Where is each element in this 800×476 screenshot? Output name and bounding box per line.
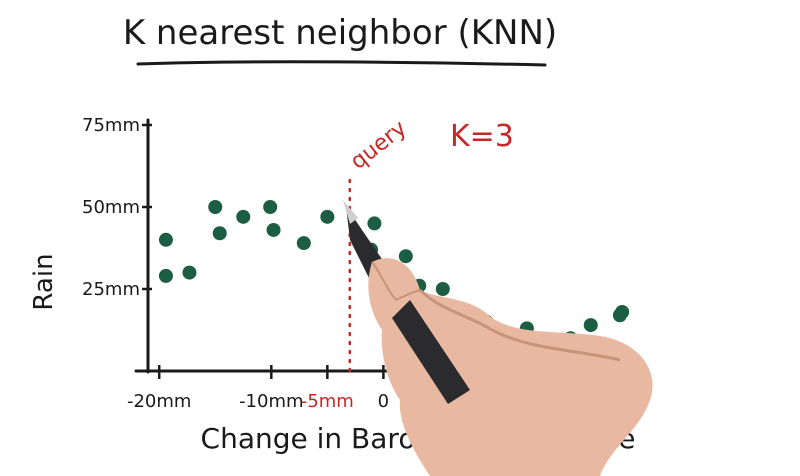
chart-title: K nearest neighbor (KNN) — [123, 13, 557, 53]
title-underline — [136, 60, 547, 67]
data-point — [367, 216, 382, 231]
query-label: query — [346, 116, 411, 175]
y-tick-label: 25mm — [82, 279, 140, 300]
y-axis-label: Rain — [29, 253, 59, 310]
x-tick-label: -10mm — [239, 391, 303, 412]
y-tick-label: 75mm — [82, 115, 140, 136]
data-point — [435, 282, 450, 296]
data-point — [236, 209, 251, 224]
data-point — [212, 226, 227, 241]
hand-shadow — [418, 288, 621, 362]
hand-shape — [368, 258, 653, 476]
hand-with-pen-illustration — [343, 200, 653, 476]
finger-tip — [371, 261, 421, 302]
data-point — [296, 236, 311, 251]
data-point — [263, 200, 278, 214]
data-point — [398, 249, 413, 264]
data-point — [158, 232, 173, 247]
x-tick-label: -5mm — [301, 391, 354, 412]
data-point — [320, 209, 335, 224]
data-point — [182, 265, 197, 280]
pen-front-section — [392, 300, 470, 404]
pen-tip — [343, 200, 358, 224]
x-tick-label: -20mm — [127, 391, 191, 412]
k-label: K=3 — [450, 119, 514, 154]
data-point — [583, 318, 598, 333]
data-point — [266, 222, 281, 237]
y-tick-label: 50mm — [82, 197, 140, 218]
data-point — [158, 268, 173, 283]
data-point — [612, 308, 627, 323]
x-tick-label: 0 — [378, 391, 389, 412]
data-point — [208, 200, 223, 214]
